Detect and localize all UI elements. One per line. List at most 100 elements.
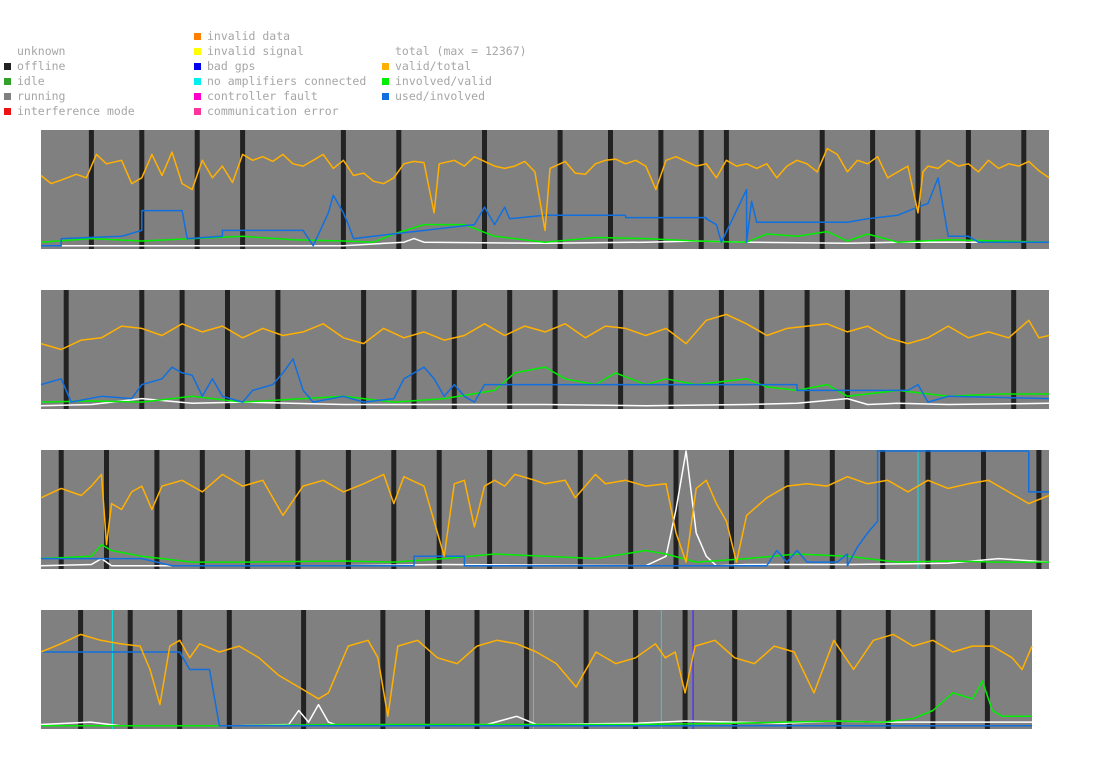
offline-band	[698, 130, 704, 249]
offline-band	[474, 610, 480, 729]
total-line	[40, 397, 1050, 407]
legend-swatch	[4, 63, 11, 70]
offline-band	[984, 610, 990, 729]
offline-band	[199, 450, 205, 569]
offline-band	[58, 450, 64, 569]
offline-band	[900, 290, 906, 409]
offline-band	[396, 130, 402, 249]
offline-band	[63, 290, 69, 409]
legend-label: communication error	[207, 104, 339, 118]
offline-band	[380, 610, 386, 729]
offline-band	[885, 610, 891, 729]
involved-valid-line	[41, 680, 1032, 727]
offline-band	[658, 130, 664, 249]
offline-band	[577, 450, 583, 569]
panel-background	[41, 450, 1049, 569]
legend-label: invalid signal	[207, 44, 304, 58]
legend-label: valid/total	[395, 59, 472, 73]
offline-band	[78, 610, 84, 729]
offline-band	[451, 290, 457, 409]
offline-band	[880, 450, 886, 569]
offline-band	[870, 130, 876, 249]
offline-band	[482, 130, 487, 249]
offline-band	[240, 130, 246, 249]
offline-band	[915, 130, 921, 249]
legend-label: offline	[17, 59, 66, 73]
offline-band	[436, 450, 442, 569]
offline-band	[226, 610, 232, 729]
involved-valid-line	[40, 223, 1050, 243]
offline-band	[524, 610, 530, 729]
legend-label: total (max = 12367)	[395, 44, 527, 58]
offline-band	[154, 450, 160, 569]
offline-band	[411, 290, 417, 409]
legend-label: bad gps	[207, 59, 256, 73]
offline-band	[139, 290, 145, 409]
offline-band	[965, 130, 971, 249]
offline-band	[784, 450, 790, 569]
offline-band	[345, 450, 351, 569]
offline-band	[487, 450, 493, 569]
panel-2	[40, 290, 1050, 409]
legend-swatch	[382, 63, 389, 70]
offline-band	[225, 290, 230, 409]
offline-band	[668, 290, 674, 409]
used-involved-line	[41, 450, 1049, 567]
legend-swatch	[382, 78, 389, 85]
offline-band	[930, 610, 936, 729]
offline-band	[301, 610, 307, 729]
offline-band	[836, 610, 842, 729]
offline-band	[618, 290, 624, 409]
offline-band	[88, 130, 94, 249]
involved-valid-line	[40, 366, 1049, 403]
legend-swatch	[4, 108, 11, 115]
panel-background	[41, 290, 1049, 409]
legend-swatch	[382, 93, 389, 100]
legend-label: unknown	[17, 44, 66, 58]
offline-band	[552, 290, 558, 409]
offline-band	[139, 130, 145, 249]
legend-swatch	[194, 63, 201, 70]
offline-band	[759, 290, 765, 409]
offline-band	[723, 130, 729, 249]
valid-total-line	[40, 147, 1050, 232]
offline-band	[340, 130, 346, 249]
offline-band	[507, 290, 513, 409]
offline-band	[275, 290, 281, 409]
offline-band	[425, 610, 430, 729]
offline-band	[361, 290, 367, 409]
legend-label: no amplifiers connected	[207, 74, 367, 88]
total-line	[40, 450, 1050, 567]
offline-band	[628, 450, 634, 569]
valid-total-line	[40, 633, 1033, 718]
offline-band	[1021, 130, 1027, 249]
legend-swatch	[194, 48, 201, 55]
legend-swatch	[194, 33, 201, 40]
panel-3	[40, 450, 1050, 569]
offline-band	[981, 450, 986, 569]
legend-label: interference mode	[17, 104, 135, 118]
offline-band	[804, 290, 810, 409]
offline-band	[844, 290, 850, 409]
legend-swatch	[194, 93, 201, 100]
panel-4	[40, 610, 1033, 729]
offline-band	[1036, 450, 1042, 569]
legend-swatch	[4, 93, 11, 100]
offline-band	[718, 290, 724, 409]
offline-band	[925, 450, 931, 569]
offline-band	[557, 130, 563, 249]
total-line	[41, 237, 1049, 247]
offline-band	[732, 610, 738, 729]
offline-band	[127, 610, 133, 729]
panel-1	[40, 130, 1050, 249]
offline-band	[177, 610, 183, 729]
legend-label: controller fault	[207, 89, 318, 103]
offline-band	[1011, 290, 1017, 409]
offline-band	[633, 610, 639, 729]
valid-total-line	[40, 313, 1050, 351]
offline-band	[608, 130, 613, 249]
legend-swatch	[4, 78, 11, 85]
offline-band	[829, 450, 835, 569]
legend-swatch	[194, 78, 201, 85]
